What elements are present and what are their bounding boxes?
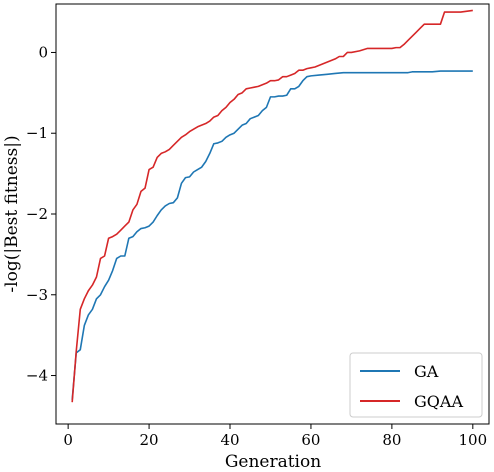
x-tick-label: 80 [382,431,401,449]
series-line-gqaa [71,9,473,403]
x-tick-label: 40 [220,431,239,449]
series-line-ga [71,70,473,400]
y-tick-label: −2 [26,205,48,223]
series-lines [71,9,473,403]
y-tick-label: −4 [26,367,48,385]
x-tick-label: 60 [301,431,320,449]
y-tick-label: −1 [26,124,48,142]
x-tick-label: 100 [458,431,487,449]
x-axis-label: Generation [225,452,321,472]
legend: GA GQAA [349,352,483,418]
y-tick-label: −3 [26,286,48,304]
legend-label-ga: GA [414,362,439,381]
x-tick-label: 0 [63,431,73,449]
y-axis-label: -log(|Best fitness|) [2,135,22,292]
axis-ticks: 0 20 40 60 80 100 −4 −3 −2 −1 0 [26,43,487,449]
x-tick-label: 20 [140,431,159,449]
y-tick-label: 0 [38,43,48,61]
legend-label-gqaa: GQAA [414,392,463,411]
